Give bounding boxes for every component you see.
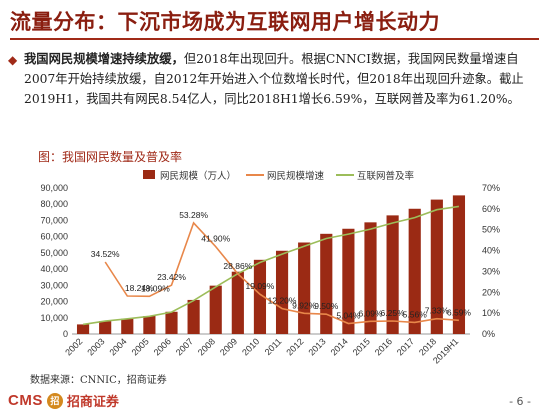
x-tick-2003: 2003 <box>85 336 106 357</box>
logo-mark-icon: 招 <box>46 392 63 409</box>
bar-2014 <box>342 228 355 334</box>
y-left-tick: 90,000 <box>40 183 68 193</box>
x-tick-2005: 2005 <box>130 336 151 357</box>
bar-2006 <box>165 311 178 334</box>
bar-2005 <box>143 315 156 334</box>
x-tick-2014: 2014 <box>329 336 350 357</box>
bar-2017 <box>408 208 421 334</box>
y-left-tick: 60,000 <box>40 232 68 242</box>
bar-2016 <box>386 215 399 334</box>
summary-text: 我国网民规模增速持续放缓，但2018年出现回升。根据CNNCI数据，我国网民数量… <box>24 49 534 109</box>
y-right-tick: 30% <box>482 266 500 276</box>
page-number: - 6 - <box>509 395 531 408</box>
title-divider <box>10 38 539 40</box>
bar-2012 <box>298 242 311 334</box>
legend-growth-label: 网民规模增速 <box>267 170 325 182</box>
growth-label-2010: 19.09% <box>246 281 275 291</box>
summary-lead: 我国网民规模增速持续放缓， <box>24 51 184 66</box>
bar-2019H1 <box>452 195 466 334</box>
x-tick-2015: 2015 <box>351 336 372 357</box>
growth-label-2003: 34.52% <box>91 249 120 259</box>
growth-label-2011: 12.20% <box>268 296 297 306</box>
summary-paragraph: ◆ 我国网民规模增速持续放缓，但2018年出现回升。根据CNNCI数据，我国网民… <box>8 49 534 109</box>
summary-body: 但2018年出现回升。根据CNNCI数据，我国网民数量增速自2007年开始持续放… <box>24 52 524 106</box>
x-tick-2007: 2007 <box>174 336 195 357</box>
growth-label-2008: 41.90% <box>201 234 230 244</box>
bar-2004 <box>121 318 134 334</box>
y-right-tick: 70% <box>482 183 500 193</box>
x-tick-2016: 2016 <box>373 336 394 357</box>
bar-2007 <box>187 299 200 334</box>
growth-label-2007: 53.28% <box>179 210 208 220</box>
data-source: 数据来源：CNNIC，招商证券 <box>30 375 167 386</box>
growth-label-2006: 23.42% <box>157 272 186 282</box>
growth-label-2013: 9.50% <box>314 301 339 311</box>
penetration-line <box>82 205 460 326</box>
y-left-tick: 0 <box>63 329 68 339</box>
bar-2013 <box>320 233 333 334</box>
y-right-tick: 10% <box>482 308 500 318</box>
bar-2015 <box>364 222 377 334</box>
company-logo: CMS 招 招商证券 <box>8 391 119 410</box>
growth-label-2005: 18.09% <box>141 283 170 293</box>
x-tick-2008: 2008 <box>196 336 217 357</box>
growth-label-2012: 9.92% <box>292 300 317 310</box>
logo-en: CMS <box>8 392 43 409</box>
footer <box>0 388 549 412</box>
bullet-diamond-icon: ◆ <box>8 53 18 67</box>
bar-2010 <box>253 259 267 334</box>
bar-2002 <box>76 324 90 334</box>
netizen-chart: 网民规模（万人） 网民规模增速 互联网普及率 0 10,000 20,000 30,000 4… <box>40 170 500 366</box>
bar-2009 <box>231 271 244 334</box>
legend-scale-swatch <box>143 170 155 179</box>
y-left-tick: 70,000 <box>40 215 68 225</box>
growth-label-2016: 6.25% <box>381 308 406 318</box>
y-left-tick: 30,000 <box>40 280 68 290</box>
bar-2011 <box>275 250 289 334</box>
bar-2003 <box>99 321 112 334</box>
growth-label-2018: 7.33% <box>425 306 450 316</box>
growth-label-2009: 28.86% <box>223 261 252 271</box>
legend-scale-label: 网民规模（万人） <box>160 170 236 182</box>
x-tick-2006: 2006 <box>152 336 173 357</box>
growth-label-2019H1: 6.59% <box>447 307 472 317</box>
growth-line <box>104 221 459 325</box>
legend-penetration-label: 互联网普及率 <box>357 170 415 182</box>
x-tick-2010: 2010 <box>240 336 261 357</box>
x-tick-2012: 2012 <box>284 336 305 357</box>
y-right-tick: 20% <box>482 287 500 297</box>
x-tick-2013: 2013 <box>306 336 327 357</box>
growth-label-2014: 5.04% <box>336 310 361 320</box>
y-left-tick: 10,000 <box>40 313 68 323</box>
y-right-tick: 60% <box>482 204 500 214</box>
x-tick-2017: 2017 <box>395 336 416 357</box>
x-tick-2009: 2009 <box>218 336 239 357</box>
growth-label-2017: 5.56% <box>403 309 428 319</box>
x-tick-2004: 2004 <box>107 336 128 357</box>
y-left-tick: 80,000 <box>40 199 68 209</box>
x-tick-2002: 2002 <box>63 336 84 357</box>
x-tick-2011: 2011 <box>263 336 284 357</box>
bar-2018 <box>430 199 443 334</box>
y-left-tick: 40,000 <box>40 264 68 274</box>
y-right-tick: 40% <box>482 246 500 256</box>
y-right-tick: 50% <box>482 225 500 235</box>
page-title: 流量分布：下沉市场成为互联网用户增长动力 <box>10 10 440 34</box>
bar-2008 <box>209 285 222 334</box>
y-left-tick: 50,000 <box>40 248 68 258</box>
figure-caption: 图：我国网民数量及普及率 <box>38 150 183 164</box>
y-left-tick: 20,000 <box>40 297 68 307</box>
y-right-tick: 0% <box>482 329 495 339</box>
growth-label-2004: 18.24% <box>125 283 154 293</box>
growth-label-2015: 6.09% <box>358 308 383 318</box>
logo-cn: 招商证券 <box>66 395 119 410</box>
